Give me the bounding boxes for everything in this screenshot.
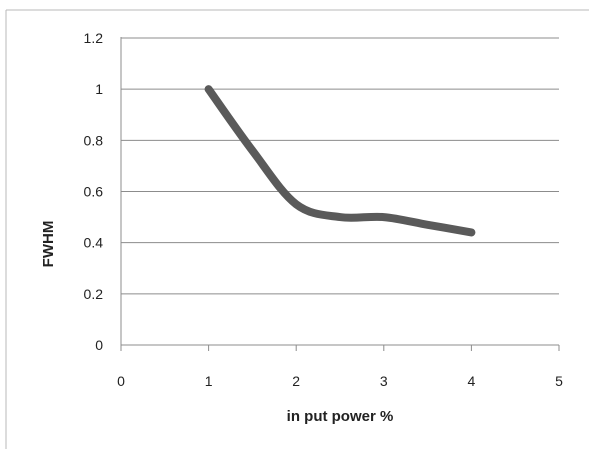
y-axis-label: FWHM [40, 221, 57, 268]
x-axis-label: in put power % [287, 408, 394, 425]
axes [121, 37, 559, 351]
y-tick-label-3: 0.6 [84, 184, 104, 200]
y-tick-label-4: 0.8 [84, 132, 104, 148]
y-tick-label-5: 1 [95, 81, 103, 97]
x-tick-label-0: 0 [117, 373, 125, 389]
y-tick-labels: 0 0.2 0.4 0.6 0.8 1 1.2 [84, 30, 104, 353]
x-tick-label-3: 3 [380, 373, 388, 389]
y-tick-label-1: 0.2 [84, 286, 104, 302]
x-tick-label-2: 2 [292, 373, 300, 389]
x-tick-label-4: 4 [468, 373, 476, 389]
x-tick-labels: 0 1 2 3 4 5 [117, 373, 563, 389]
y-tick-label-2: 0.4 [84, 235, 104, 251]
series-line-0 [209, 89, 472, 232]
gridlines [121, 38, 559, 294]
x-tick-label-5: 5 [555, 373, 563, 389]
y-tick-label-0: 0 [95, 337, 103, 353]
x-tick-label-1: 1 [205, 373, 213, 389]
series-group [209, 89, 472, 232]
y-tick-label-6: 1.2 [84, 30, 104, 46]
